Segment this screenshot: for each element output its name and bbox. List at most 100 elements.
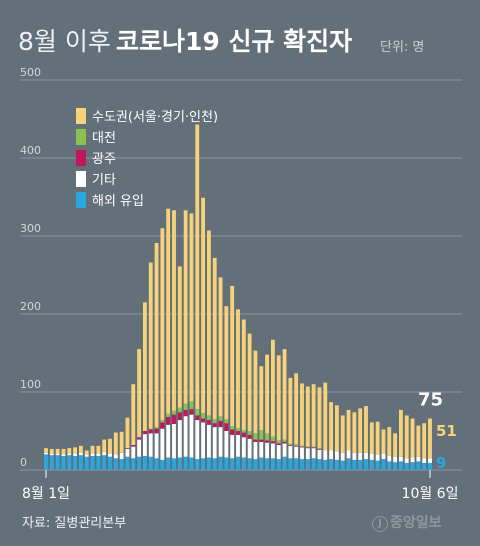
logo-mark-icon: J: [372, 516, 388, 532]
bar-segment: [189, 414, 194, 458]
bar-segment: [253, 441, 258, 460]
bar-segment: [247, 434, 252, 439]
bar-segment: [247, 438, 252, 459]
bar-segment: [166, 416, 171, 425]
bar-segment: [276, 445, 281, 460]
bar-segment: [428, 462, 432, 470]
bar-segment: [137, 456, 142, 470]
bar-segment: [206, 415, 211, 421]
bar-segment: [230, 434, 235, 459]
legend-label: 해외 유입: [92, 194, 144, 209]
bar-segment: [177, 412, 182, 421]
bar-segment: [142, 302, 147, 431]
bar-segment: [212, 257, 217, 420]
bar-segment: [247, 458, 252, 470]
bar-segment: [265, 433, 270, 441]
bar-segment: [334, 451, 339, 460]
bar-segment: [142, 434, 147, 456]
bar-segment: [398, 456, 403, 462]
bar-segment: [352, 412, 357, 453]
bar-segment: [166, 208, 171, 414]
legend-swatch: [76, 108, 86, 124]
bar-segment: [416, 456, 421, 462]
bar-segment: [334, 405, 339, 452]
bar-segment: [201, 422, 206, 459]
bar-segment: [183, 456, 188, 470]
bar-segment: [253, 439, 258, 442]
bar-segment: [393, 433, 398, 457]
legend-swatch: [76, 192, 86, 208]
bar-segment: [247, 431, 252, 435]
bar-segment: [236, 456, 240, 470]
bar-segment: [323, 382, 328, 451]
bar-segment: [195, 415, 200, 421]
bar-segment: [137, 437, 142, 440]
legend-swatch: [76, 129, 86, 145]
bar-segment: [160, 459, 165, 470]
bar-segment: [206, 424, 211, 458]
bar-segment: [148, 433, 153, 457]
bar-segment: [90, 453, 95, 456]
bar-segment: [160, 422, 165, 429]
title-bold: 코로나19 신규 확진자: [115, 27, 353, 56]
bar-segment: [241, 457, 246, 470]
capital-annotation: 51: [436, 422, 457, 440]
bar-segment: [125, 456, 130, 470]
bar-segment: [323, 459, 328, 470]
bar-segment: [334, 459, 339, 470]
bar-segment: [119, 431, 124, 453]
bar-segment: [288, 445, 293, 446]
bar-segment: [317, 449, 322, 460]
bar-segment: [259, 441, 264, 458]
bar-segment: [311, 384, 316, 447]
legend-label: 광주: [92, 152, 116, 167]
bar-segment: [148, 429, 153, 434]
y-tick-label: 200: [20, 300, 41, 313]
bar-segment: [67, 455, 72, 470]
bar-segment: [44, 448, 48, 453]
bar-segment: [183, 409, 188, 417]
bar-segment: [317, 387, 322, 449]
bar-segment: [212, 419, 217, 424]
bar-segment: [300, 383, 304, 446]
bar-segment: [236, 434, 240, 457]
bar-segment: [288, 445, 293, 459]
source-note: 자료: 질병관리본부: [22, 516, 127, 531]
bar-segment: [241, 437, 246, 458]
bar-segment: [369, 422, 374, 454]
x-tick-label: 8월 1일: [22, 486, 70, 502]
bar-segment: [305, 446, 310, 448]
bar-segment: [189, 401, 194, 410]
bar-segment: [329, 402, 334, 451]
bar-segment: [236, 431, 240, 435]
bar-segment: [113, 454, 118, 459]
bar-segment: [236, 309, 240, 428]
bar-segment: [369, 453, 374, 460]
bar-segment: [305, 386, 310, 447]
bar-segment: [265, 458, 270, 470]
bar-segment: [270, 443, 275, 459]
bar-segment: [282, 456, 287, 470]
bar-segment: [84, 456, 89, 470]
bar-segment: [259, 430, 264, 440]
bar-segment: [166, 424, 171, 458]
bar-segment: [102, 439, 107, 453]
bar-segment: [108, 438, 112, 454]
bar-segment: [317, 448, 322, 449]
bar-segment: [241, 432, 246, 438]
bar-segment: [224, 419, 229, 424]
bar-segment: [317, 459, 322, 470]
bar-segment: [177, 407, 182, 413]
bar-segment: [358, 452, 363, 460]
bar-segment: [346, 458, 351, 470]
bar-segment: [61, 454, 66, 456]
total-annotation: 75: [418, 390, 443, 411]
bar-segment: [183, 210, 188, 404]
bar-segment: [381, 453, 386, 460]
bar-segment: [375, 454, 380, 461]
bar-segment: [166, 413, 171, 417]
bar-segment: [300, 447, 304, 460]
bar-segment: [265, 442, 270, 459]
y-tick-label: 100: [20, 378, 41, 391]
bar-segment: [212, 427, 217, 459]
